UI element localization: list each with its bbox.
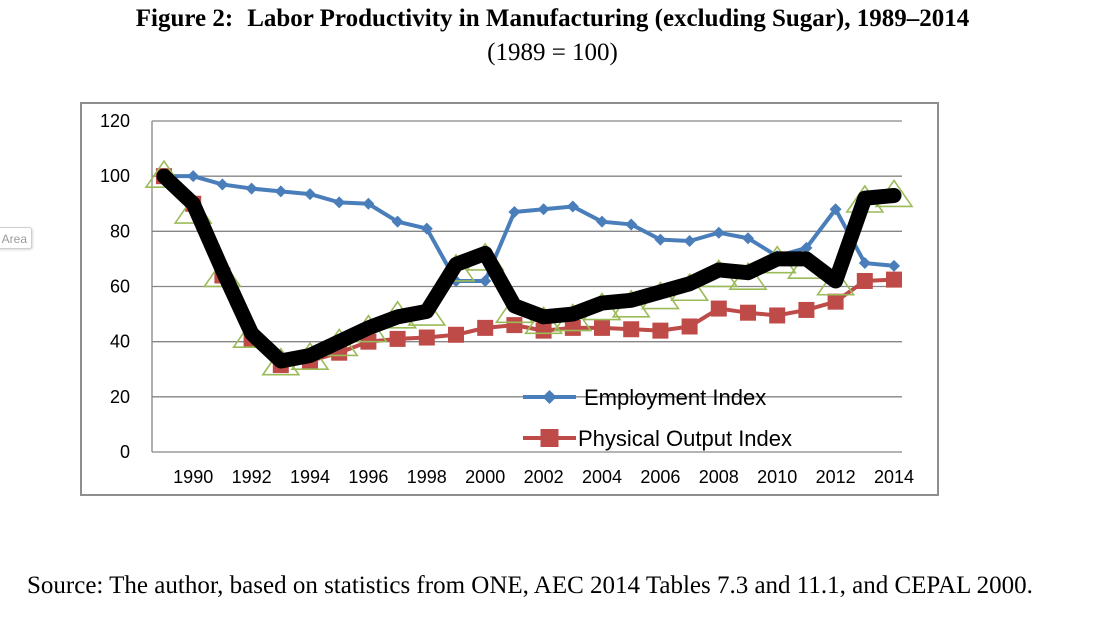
- x-tick-label: 2002: [524, 467, 564, 487]
- y-tick-label: 20: [110, 387, 130, 407]
- employment-index-point: [858, 257, 871, 270]
- x-tick-label: 2006: [640, 467, 680, 487]
- employment-index-point: [566, 200, 579, 213]
- x-tick-label: 2008: [699, 467, 739, 487]
- y-tick-label: 40: [110, 332, 130, 352]
- physical-output-index-point: [886, 271, 902, 288]
- physical-output-index-point: [448, 326, 464, 343]
- figure-title-text: Labor Productivity in Manufacturing (exc…: [247, 5, 970, 32]
- employment-index-point: [829, 203, 842, 216]
- physical-output-index-point: [418, 329, 435, 346]
- y-tick-label: 80: [110, 221, 130, 241]
- figure-label: Figure 2:: [135, 5, 234, 32]
- chart-plot: 0 20 40 60 80 100 120 1990 1992 1994 1996 1998 2000 2…: [100, 111, 914, 487]
- employment-index-point: [479, 274, 492, 287]
- y-tick-label: 60: [110, 277, 130, 297]
- employment-index-point: [712, 226, 725, 239]
- legend-employment-swatch-marker: [542, 390, 557, 404]
- x-tick-label: 2004: [582, 467, 622, 487]
- physical-output-index-point: [506, 317, 523, 334]
- figure-subtitle: (1989 = 100): [487, 39, 618, 66]
- x-tick-label: 2000: [465, 467, 505, 487]
- employment-index-point: [304, 188, 316, 201]
- employment-index-point: [245, 182, 258, 195]
- physical-output-index-point: [652, 322, 669, 339]
- figure-title: Figure 2: Labor Productivity in Manufactu…: [0, 4, 1105, 34]
- productivity-line: [156, 168, 902, 369]
- employment-index-point: [187, 170, 200, 183]
- physical-output-index-point: [389, 330, 406, 347]
- physical-output-index-point: [564, 319, 581, 336]
- employment-index-point: [683, 234, 696, 247]
- physical-output-index-point: [769, 307, 786, 324]
- employment-index-point: [362, 197, 375, 210]
- employment-index-point: [654, 233, 667, 246]
- employment-index-point: [391, 215, 404, 228]
- x-tick-label: 2010: [757, 467, 797, 487]
- employment-index-point: [596, 215, 608, 228]
- x-tick-label: 1996: [348, 467, 388, 487]
- physical-output-index-line: [162, 174, 895, 368]
- physical-output-index-point: [798, 301, 815, 318]
- employment-index-point: [537, 203, 550, 216]
- x-tick-label: 2014: [874, 467, 914, 487]
- physical-output-index-point: [827, 293, 844, 310]
- employment-index-point: [888, 259, 900, 272]
- y-tick-label: 100: [100, 166, 130, 186]
- legend-output-label: Physical Output Index: [578, 426, 792, 451]
- physical-output-index-point: [710, 300, 727, 317]
- employment-index-point: [508, 206, 521, 219]
- source-note: Source: The author, based on statistics …: [27, 572, 1033, 599]
- physical-output-index-point: [740, 304, 756, 321]
- physical-output-index-point: [535, 322, 552, 339]
- triangle-marker-point: [144, 159, 184, 188]
- employment-index-point: [420, 222, 433, 235]
- employment-index-point: [216, 178, 229, 191]
- chart-area-tooltip-tab[interactable]: Area: [0, 227, 32, 249]
- legend-output-swatch-marker: [540, 429, 559, 447]
- x-tick-label: 1998: [407, 467, 447, 487]
- x-tick-label: 1994: [290, 467, 330, 487]
- y-tick-label: 0: [120, 442, 130, 462]
- employment-index-point: [333, 196, 346, 209]
- physical-output-index-point: [477, 319, 494, 336]
- x-tick-label: 1990: [173, 467, 213, 487]
- physical-output-index-point: [681, 318, 698, 335]
- x-tick-label: 2012: [816, 467, 856, 487]
- chart-area: 0 20 40 60 80 100 120 1990 1992 1994 1996 1998 2000 2…: [80, 102, 939, 496]
- physical-output-index-point: [623, 321, 640, 338]
- physical-output-index-point: [594, 319, 610, 336]
- employment-index-point: [800, 241, 813, 254]
- employment-index-point: [274, 185, 287, 198]
- physical-output-index-point: [856, 272, 873, 289]
- x-tick-label: 1992: [232, 467, 272, 487]
- employment-index-point: [742, 232, 754, 245]
- legend-employment-label: Employment Index: [584, 385, 766, 410]
- y-tick-label: 120: [100, 111, 130, 131]
- employment-index-point: [625, 218, 638, 231]
